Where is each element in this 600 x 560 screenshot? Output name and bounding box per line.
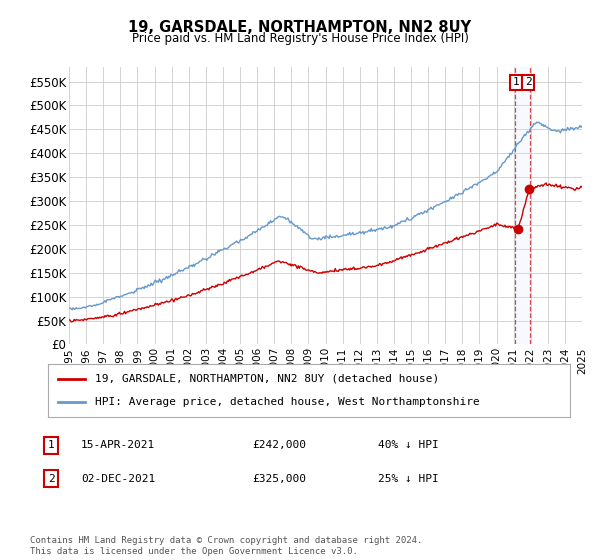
Text: 40% ↓ HPI: 40% ↓ HPI (378, 440, 439, 450)
Text: 1: 1 (513, 77, 520, 87)
Text: £325,000: £325,000 (252, 474, 306, 484)
Bar (515, 67, 530, 344)
Text: £242,000: £242,000 (252, 440, 306, 450)
Text: HPI: Average price, detached house, West Northamptonshire: HPI: Average price, detached house, West… (95, 397, 480, 407)
Text: 15-APR-2021: 15-APR-2021 (81, 440, 155, 450)
Text: 19, GARSDALE, NORTHAMPTON, NN2 8UY: 19, GARSDALE, NORTHAMPTON, NN2 8UY (128, 20, 472, 35)
Text: 02-DEC-2021: 02-DEC-2021 (81, 474, 155, 484)
Text: 2: 2 (525, 77, 532, 87)
Text: 1: 1 (47, 440, 55, 450)
Text: Price paid vs. HM Land Registry's House Price Index (HPI): Price paid vs. HM Land Registry's House … (131, 32, 469, 45)
Text: 25% ↓ HPI: 25% ↓ HPI (378, 474, 439, 484)
Text: 19, GARSDALE, NORTHAMPTON, NN2 8UY (detached house): 19, GARSDALE, NORTHAMPTON, NN2 8UY (deta… (95, 374, 439, 384)
Text: 2: 2 (47, 474, 55, 484)
Text: Contains HM Land Registry data © Crown copyright and database right 2024.
This d: Contains HM Land Registry data © Crown c… (30, 536, 422, 556)
